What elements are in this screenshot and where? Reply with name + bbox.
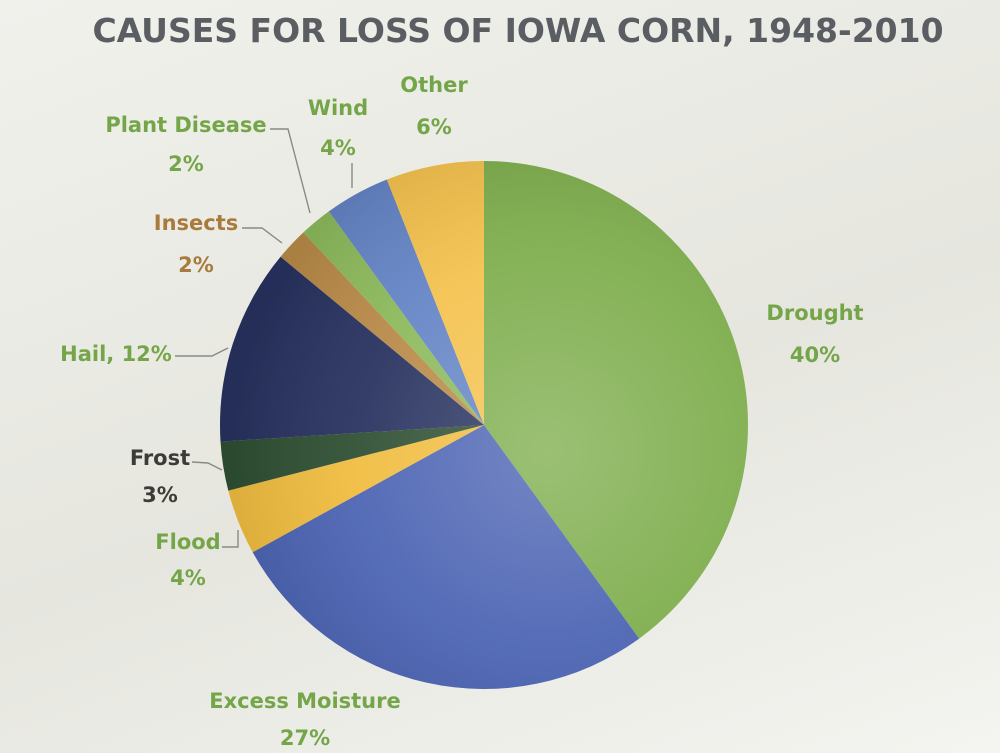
slice-value-label-plant-disease: 2%: [168, 152, 204, 176]
leader-lines: [175, 128, 353, 548]
chart-title: CAUSES FOR LOSS OF IOWA CORN, 1948-2010: [92, 11, 943, 50]
slice-label-hail: Hail, 12%: [60, 342, 172, 366]
slice-value-label-insects: 2%: [178, 253, 214, 277]
leader-line-flood: [222, 530, 239, 548]
slice-value-label-other: 6%: [416, 115, 452, 139]
slice-value-label-wind: 4%: [320, 136, 356, 160]
leader-line-insects: [242, 227, 283, 244]
leader-line-frost: [191, 461, 223, 471]
slice-label-drought: Drought: [766, 301, 863, 325]
slice-label-flood: Flood: [155, 530, 220, 554]
slice-label-other: Other: [400, 73, 468, 97]
slice-label-insects: Insects: [154, 211, 239, 235]
slice-value-label-excess-moisture: 27%: [280, 726, 330, 750]
slice-label-wind: Wind: [308, 96, 368, 120]
slice-label-frost: Frost: [130, 446, 190, 470]
leader-line-hail: [175, 347, 229, 357]
slice-value-label-flood: 4%: [170, 566, 206, 590]
slice-label-excess-moisture: Excess Moisture: [209, 689, 401, 713]
slice-value-label-frost: 3%: [142, 483, 178, 507]
slice-value-label-drought: 40%: [790, 343, 840, 367]
slice-label-plant-disease: Plant Disease: [105, 113, 266, 137]
leader-line-plant-disease: [270, 128, 311, 214]
slice-labels: Drought 40% Excess Moisture 27% Flood 4% Frost…: [60, 73, 863, 750]
pie-slices: [219, 161, 749, 689]
